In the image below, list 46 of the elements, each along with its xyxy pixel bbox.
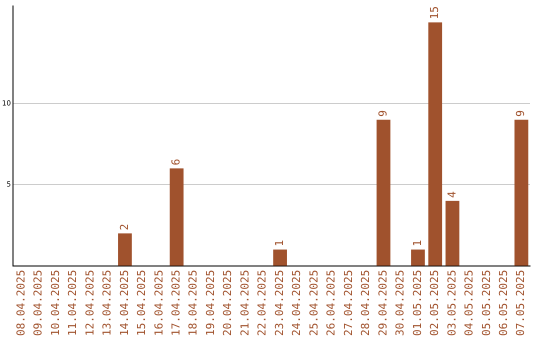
bar xyxy=(170,168,184,266)
data-label: 2 xyxy=(118,224,131,230)
data-label: 4 xyxy=(445,190,458,198)
data-label: 9 xyxy=(514,110,528,117)
x-tick-label: 25.04.2025 xyxy=(307,270,320,336)
bar xyxy=(428,22,442,266)
x-tick-label: 28.04.2025 xyxy=(359,270,372,336)
bar xyxy=(273,250,287,266)
bar xyxy=(411,250,425,266)
x-tick-label: 18.04.2025 xyxy=(186,270,200,336)
data-label: 1 xyxy=(410,240,424,247)
x-tick-label: 08.04.2025 xyxy=(14,270,28,336)
x-tick-label: 03.05.2025 xyxy=(445,270,458,336)
x-tick-label: 06.05.2025 xyxy=(497,270,510,336)
x-tick-label: 23.04.2025 xyxy=(272,270,286,336)
x-tick-label: 02.05.2025 xyxy=(428,270,442,336)
x-tick-label: 20.04.2025 xyxy=(221,270,234,336)
x-tick-label: 21.04.2025 xyxy=(238,270,252,336)
bar xyxy=(446,200,460,266)
x-tick-label: 19.04.2025 xyxy=(204,270,217,336)
x-tick-label: 11.04.2025 xyxy=(66,270,80,336)
data-label: 15 xyxy=(428,6,442,20)
x-tick-label: 24.04.2025 xyxy=(290,270,304,336)
x-tick-label: 13.04.2025 xyxy=(100,270,114,336)
x-tick-label: 30.04.2025 xyxy=(394,270,407,336)
x-tick-label: 01.05.2025 xyxy=(410,270,424,336)
x-tick-label: 17.04.2025 xyxy=(170,270,183,336)
x-tick-label: 16.04.2025 xyxy=(152,270,166,336)
x-tick-label: 12.04.2025 xyxy=(83,270,96,336)
x-tick-label: 09.04.2025 xyxy=(32,270,45,336)
x-tick-label: 26.04.2025 xyxy=(324,270,338,336)
x-tick-label: 29.04.2025 xyxy=(376,270,390,336)
x-tick-label: 14.04.2025 xyxy=(118,270,131,336)
data-label: 9 xyxy=(376,110,390,117)
x-tick-label: 22.04.2025 xyxy=(256,270,269,336)
x-tick-label: 04.05.2025 xyxy=(462,270,476,336)
data-label: 1 xyxy=(272,240,286,247)
bar xyxy=(376,120,390,266)
x-tick-label: 07.05.2025 xyxy=(514,270,528,336)
bar xyxy=(118,233,132,266)
x-tick-label: 05.05.2025 xyxy=(480,270,493,336)
data-label: 6 xyxy=(170,158,183,166)
x-tick-label: 15.04.2025 xyxy=(135,270,148,336)
x-tick-label: 10.04.2025 xyxy=(48,270,62,336)
bar xyxy=(514,120,528,266)
x-tick-label: 27.04.2025 xyxy=(342,270,355,336)
